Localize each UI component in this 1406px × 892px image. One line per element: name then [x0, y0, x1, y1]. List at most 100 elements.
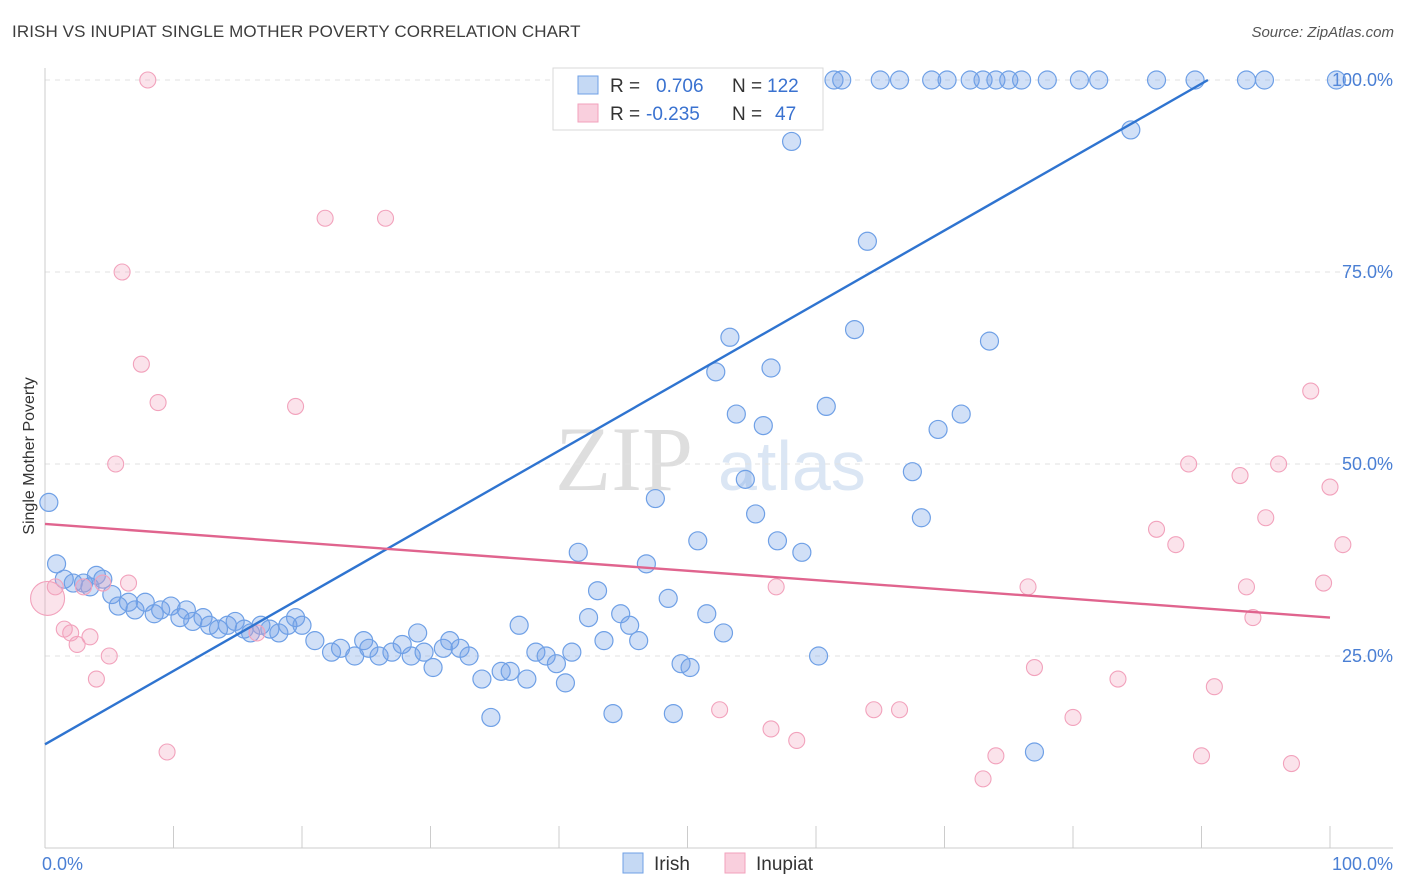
y-tick-labels: 25.0% 50.0% 75.0% 100.0% — [1332, 70, 1393, 666]
bottom-legend-swatch-inupiat — [724, 852, 746, 874]
irish-point — [726, 404, 746, 424]
y-tick-label: 100.0% — [1332, 70, 1393, 90]
axes — [44, 68, 1393, 849]
irish-point — [706, 362, 726, 382]
bottom-legend-label-inupiat: Inupiat — [756, 854, 814, 875]
legend-r-value-irish: 0.706 — [656, 76, 704, 97]
inupiat-point — [287, 397, 305, 415]
irish-point — [870, 70, 890, 90]
inupiat-point — [100, 647, 118, 665]
irish-point — [1037, 70, 1057, 90]
inupiat-point — [987, 747, 1005, 765]
irish-point — [500, 661, 520, 681]
trend-lines — [44, 78, 1331, 746]
irish-point — [1089, 70, 1109, 90]
x-tick-label-min: 0.0% — [42, 854, 83, 874]
inupiat-point — [890, 701, 909, 719]
inupiat-point — [30, 580, 66, 616]
watermark-atlas: atlas — [718, 427, 866, 505]
irish-point — [151, 600, 171, 620]
legend-r-label-irish: R = — [610, 76, 640, 97]
irish-point — [792, 542, 812, 562]
y-axis-label: Single Mother Poverty — [21, 377, 38, 534]
irish-point — [278, 615, 298, 635]
inupiat-point — [158, 743, 176, 761]
inupiat-point — [107, 455, 125, 473]
watermark-zip: ZIP — [555, 408, 693, 510]
irish-point — [414, 642, 434, 662]
inupiat-point — [974, 770, 992, 788]
irish-point — [481, 707, 501, 728]
legend-n-label-inupiat: N = — [732, 104, 762, 125]
inupiat-point — [1147, 520, 1166, 538]
inupiat-point — [1205, 678, 1223, 696]
irish-point — [781, 131, 802, 152]
irish-point — [902, 462, 922, 482]
inupiat-point — [1334, 536, 1352, 554]
irish-point — [629, 631, 649, 651]
inupiat-point — [87, 670, 105, 688]
irish-point — [578, 607, 599, 628]
inupiat-point — [1167, 536, 1185, 554]
irish-point — [176, 600, 196, 620]
irish-point — [663, 703, 683, 724]
inupiat-point — [316, 209, 334, 227]
irish-point — [369, 646, 389, 666]
irish-point — [937, 70, 957, 90]
irish-point — [285, 607, 306, 628]
inupiat-point — [1025, 658, 1043, 677]
inupiat-point — [1302, 382, 1320, 400]
legend-n-value-irish: 122 — [767, 76, 799, 97]
irish-point — [562, 642, 582, 662]
inupiat-point — [865, 701, 883, 719]
x-tick-label-max: 100.0% — [1332, 854, 1393, 874]
irish-point — [546, 654, 567, 674]
irish-point — [440, 631, 460, 651]
irish-point — [536, 646, 556, 666]
inupiat-point — [1109, 670, 1127, 688]
y-tick-label: 75.0% — [1342, 262, 1393, 282]
irish-point — [382, 642, 402, 662]
irish-point — [636, 554, 656, 574]
irish-point — [555, 673, 576, 693]
inupiat-point — [1231, 466, 1249, 485]
inupiat-point — [1064, 708, 1082, 726]
inupiat-point — [113, 263, 131, 281]
irish-trend-line — [44, 78, 1209, 746]
y-tick-label: 50.0% — [1342, 454, 1393, 474]
irish-point — [928, 419, 948, 440]
legend-r-label-inupiat: R = — [610, 104, 640, 125]
inupiat-point — [1321, 478, 1339, 496]
irish-point — [292, 615, 312, 635]
inupiat-point — [767, 578, 785, 596]
irish-point — [568, 542, 588, 562]
inupiat-point — [139, 71, 157, 89]
inupiat-point — [81, 628, 99, 646]
irish-point — [1011, 70, 1032, 90]
legend-r-value-inupiat: -0.235 — [646, 104, 700, 125]
inupiat-point — [119, 574, 138, 592]
inupiat-point — [75, 578, 93, 596]
legend-n-value-inupiat: 47 — [775, 104, 796, 125]
y-tick-label: 25.0% — [1342, 646, 1393, 666]
inupiat-point — [1244, 609, 1262, 627]
irish-point — [509, 615, 529, 635]
legend-swatch-inupiat — [577, 103, 599, 123]
irish-point — [93, 569, 113, 589]
inupiat-point — [1237, 578, 1256, 596]
irish-point — [979, 331, 1000, 351]
irish-point — [408, 623, 428, 643]
irish-point — [594, 631, 614, 651]
legend-n-label-irish: N = — [732, 76, 762, 97]
irish-point — [39, 492, 59, 512]
irish-point — [1024, 742, 1045, 762]
irish-point — [1254, 70, 1275, 90]
irish-point — [423, 657, 443, 678]
irish-point — [645, 488, 665, 509]
inupiat-point — [46, 578, 64, 596]
x-ticks — [44, 826, 1331, 848]
inupiat-point — [711, 701, 729, 719]
irish-point — [603, 703, 623, 724]
irish-point — [459, 646, 479, 666]
